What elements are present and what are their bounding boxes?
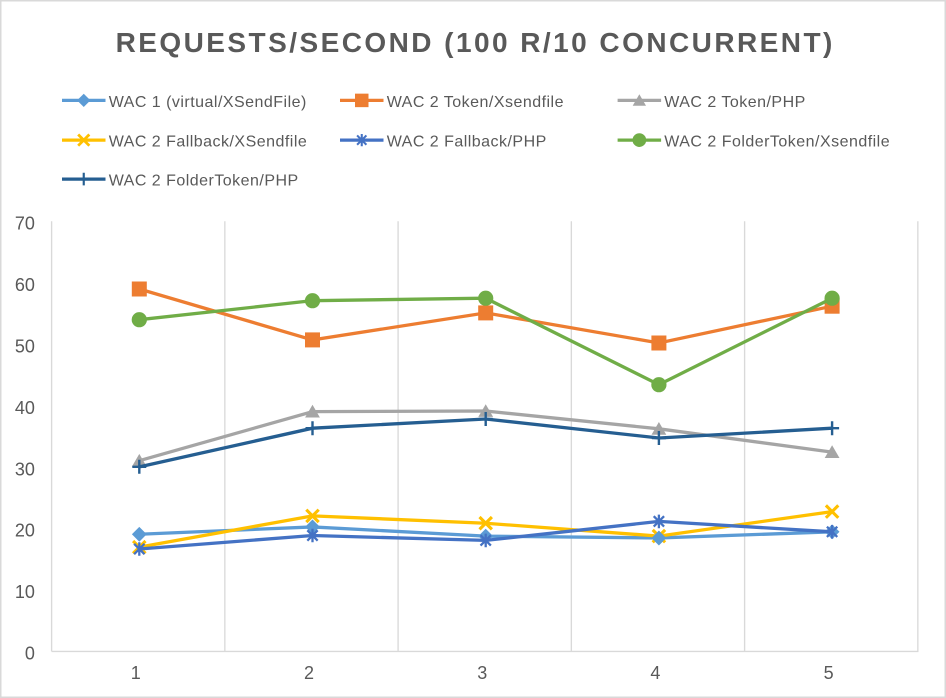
svg-text:WAC 2 Token/PHP: WAC 2 Token/PHP [664,94,805,111]
svg-text:WAC 2 Token/Xsendfile: WAC 2 Token/Xsendfile [387,94,564,111]
svg-text:WAC 2 Fallback/XSendfile: WAC 2 Fallback/XSendfile [109,134,308,151]
svg-text:WAC 2 FolderToken/Xsendfile: WAC 2 FolderToken/Xsendfile [664,134,890,151]
svg-text:WAC 2 Fallback/PHP: WAC 2 Fallback/PHP [387,134,547,151]
svg-text:REQUESTS/SECOND (100 R/10 CONC: REQUESTS/SECOND (100 R/10 CONCURRENT) [116,27,835,58]
svg-text:WAC 1 (virtual/XSendFile): WAC 1 (virtual/XSendFile) [109,94,307,111]
svg-text:70: 70 [15,214,35,234]
svg-text:60: 60 [15,275,35,295]
svg-text:30: 30 [15,459,35,479]
svg-text:0: 0 [25,644,35,664]
svg-text:4: 4 [650,663,660,683]
svg-text:5: 5 [824,663,834,683]
svg-text:50: 50 [15,336,35,356]
svg-text:20: 20 [15,521,35,541]
svg-text:1: 1 [131,663,141,683]
svg-text:WAC 2 FolderToken/PHP: WAC 2 FolderToken/PHP [109,173,299,190]
svg-text:3: 3 [477,663,487,683]
svg-text:40: 40 [15,398,35,418]
svg-text:2: 2 [304,663,314,683]
svg-text:10: 10 [15,582,35,602]
